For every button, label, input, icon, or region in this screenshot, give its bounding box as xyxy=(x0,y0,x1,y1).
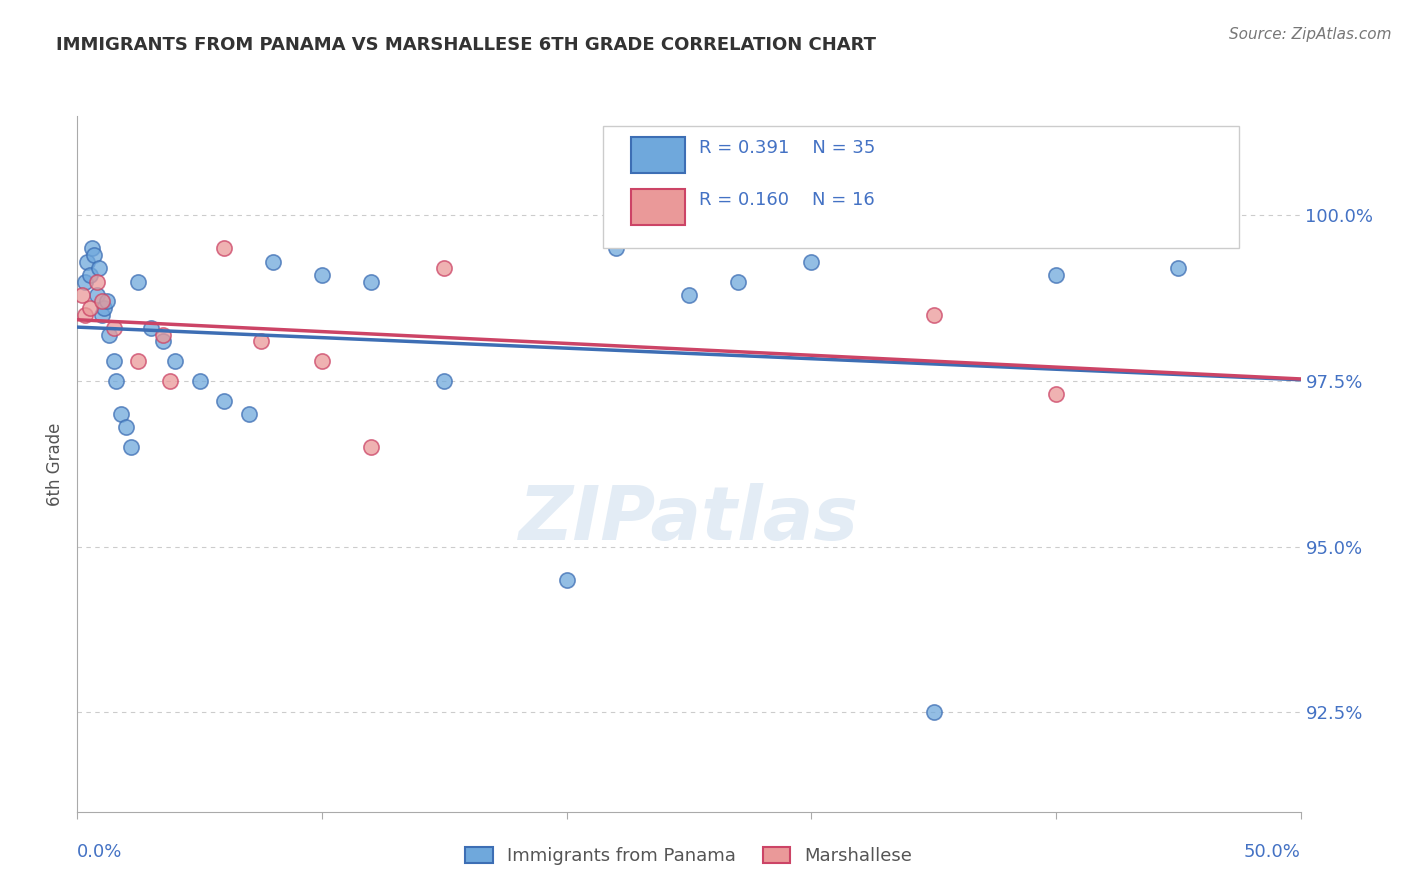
Point xyxy=(128,354,150,368)
Point xyxy=(80,242,103,256)
Point xyxy=(86,288,108,302)
Point xyxy=(262,254,284,268)
Point xyxy=(1045,268,1067,282)
Legend: Immigrants from Panama, Marshallese: Immigrants from Panama, Marshallese xyxy=(458,839,920,872)
Point xyxy=(79,268,101,282)
FancyBboxPatch shape xyxy=(631,189,685,225)
Point xyxy=(89,261,111,276)
Text: R = 0.160    N = 16: R = 0.160 N = 16 xyxy=(699,191,875,209)
Point xyxy=(139,321,162,335)
Point xyxy=(165,354,187,368)
Point xyxy=(103,354,125,368)
Point xyxy=(70,288,93,302)
Point xyxy=(73,275,96,289)
Text: R = 0.391    N = 35: R = 0.391 N = 35 xyxy=(699,139,875,157)
Point xyxy=(360,275,382,289)
FancyBboxPatch shape xyxy=(631,136,685,173)
Point xyxy=(105,374,128,388)
FancyBboxPatch shape xyxy=(603,127,1240,248)
Text: ZIPatlas: ZIPatlas xyxy=(519,483,859,556)
Point xyxy=(433,374,456,388)
Point xyxy=(212,242,235,256)
Point xyxy=(98,327,121,342)
Point xyxy=(159,374,181,388)
Text: 50.0%: 50.0% xyxy=(1244,843,1301,861)
Point xyxy=(555,573,578,587)
Point xyxy=(96,294,118,309)
Point xyxy=(120,440,142,454)
Point xyxy=(90,294,112,309)
Point xyxy=(212,393,235,408)
Text: Source: ZipAtlas.com: Source: ZipAtlas.com xyxy=(1229,27,1392,42)
Text: 0.0%: 0.0% xyxy=(77,843,122,861)
Y-axis label: 6th Grade: 6th Grade xyxy=(46,422,65,506)
Point xyxy=(1167,261,1189,276)
Point xyxy=(360,440,382,454)
Point xyxy=(1045,387,1067,401)
Point xyxy=(678,288,700,302)
Point xyxy=(727,275,749,289)
Point xyxy=(311,354,333,368)
Point xyxy=(250,334,273,349)
Point xyxy=(800,254,823,268)
Point xyxy=(103,321,125,335)
Point xyxy=(76,254,98,268)
Point xyxy=(79,301,101,315)
Point xyxy=(110,407,132,421)
Point xyxy=(83,248,105,262)
Point xyxy=(922,706,945,720)
Point xyxy=(238,407,260,421)
Point xyxy=(93,301,115,315)
Point xyxy=(90,308,112,322)
Point xyxy=(86,275,108,289)
Point xyxy=(311,268,333,282)
Point xyxy=(152,334,174,349)
Point xyxy=(188,374,211,388)
Point xyxy=(128,275,150,289)
Point xyxy=(922,308,945,322)
Point xyxy=(152,327,174,342)
Point xyxy=(73,308,96,322)
Text: IMMIGRANTS FROM PANAMA VS MARSHALLESE 6TH GRADE CORRELATION CHART: IMMIGRANTS FROM PANAMA VS MARSHALLESE 6T… xyxy=(56,36,876,54)
Point xyxy=(115,420,138,434)
Point xyxy=(605,242,627,256)
Point xyxy=(433,261,456,276)
